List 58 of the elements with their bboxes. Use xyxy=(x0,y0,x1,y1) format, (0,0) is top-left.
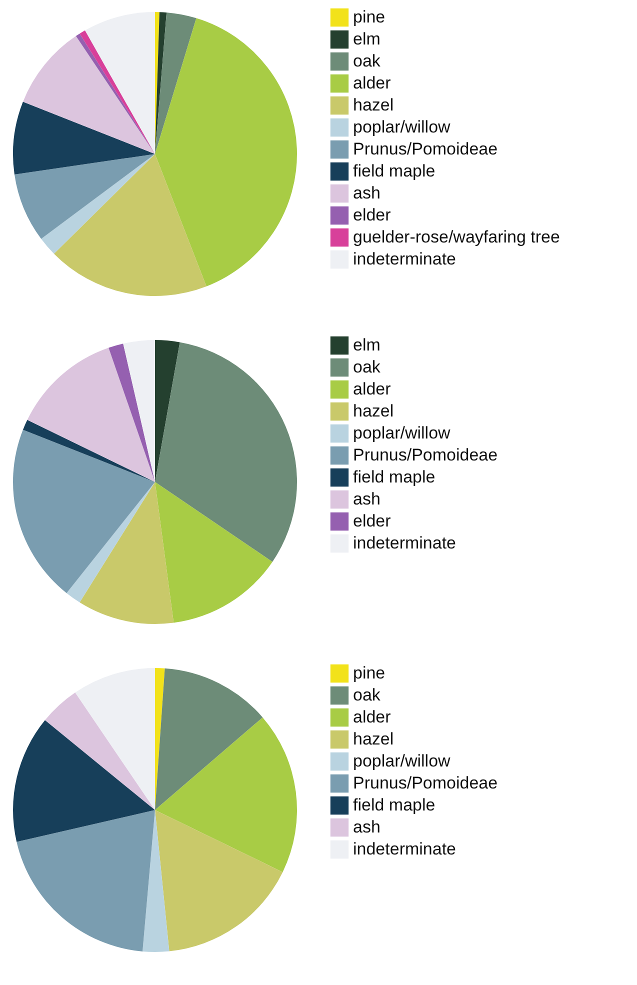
pie-slice xyxy=(155,18,297,286)
legend-label: poplar/willow xyxy=(353,752,452,770)
legend-label: hazel xyxy=(353,96,394,114)
pie-slice xyxy=(155,717,297,872)
legend-label: ash xyxy=(353,818,380,836)
legend-label: Prunus/Pomoideae xyxy=(353,774,498,792)
pie-slice xyxy=(13,720,155,842)
legend-label: poplar/willow xyxy=(353,424,452,442)
legend-label: oak xyxy=(353,52,381,70)
legend-label: field maple xyxy=(353,796,436,814)
pie-slice xyxy=(85,12,155,154)
pie-slice xyxy=(75,668,155,810)
pie-slice xyxy=(14,154,155,239)
pie-slice xyxy=(155,810,283,952)
pie-slice xyxy=(13,102,155,174)
legend-label: field maple xyxy=(353,468,436,486)
legend-label: indeterminate xyxy=(353,250,456,268)
legend-label: alder xyxy=(353,380,392,398)
pie-slice xyxy=(45,692,155,810)
legend-label: alder xyxy=(353,74,392,92)
pie-slice xyxy=(54,154,206,296)
pie-slice xyxy=(155,668,263,810)
legend-label: indeterminate xyxy=(353,840,456,858)
legend-label: indeterminate xyxy=(353,534,456,552)
legend-label: Prunus/Pomoideae xyxy=(353,446,498,464)
pie-slice xyxy=(27,348,155,482)
pie-slice xyxy=(13,430,155,594)
legend-label: oak xyxy=(353,686,381,704)
legend-label: poplar/willow xyxy=(353,118,452,136)
legend-label: guelder-rose/wayfaring tree xyxy=(353,228,560,246)
legend-label: elm xyxy=(353,336,380,354)
pie-slice xyxy=(80,482,174,624)
legend-label: alder xyxy=(353,708,392,726)
legend-label: elm xyxy=(353,30,380,48)
pie-slice xyxy=(41,154,155,254)
legend-label: pine xyxy=(353,8,386,26)
legend-label: ash xyxy=(353,184,380,202)
pie-slice xyxy=(155,482,272,623)
pie-slice xyxy=(155,342,297,562)
legend-label: ash xyxy=(353,490,380,508)
pie-slice xyxy=(155,12,167,154)
pie-slice xyxy=(155,340,180,482)
pie-slice xyxy=(123,340,155,482)
legend-label: elder xyxy=(353,206,392,224)
pie-slice xyxy=(16,810,155,952)
pie-slice xyxy=(108,344,155,482)
pie-slice xyxy=(66,482,155,602)
pie-slice xyxy=(142,810,170,952)
legend-label: elder xyxy=(353,512,392,530)
pie-slice xyxy=(155,12,196,154)
pie-slice xyxy=(22,36,155,154)
legend-label: oak xyxy=(353,358,381,376)
legend-label: field maple xyxy=(353,162,436,180)
legend-label: Prunus/Pomoideae xyxy=(353,140,498,158)
legend-label: pine xyxy=(353,664,386,682)
legend-label: hazel xyxy=(353,402,394,420)
pie-slice xyxy=(22,420,155,482)
legend-label: hazel xyxy=(353,730,394,748)
